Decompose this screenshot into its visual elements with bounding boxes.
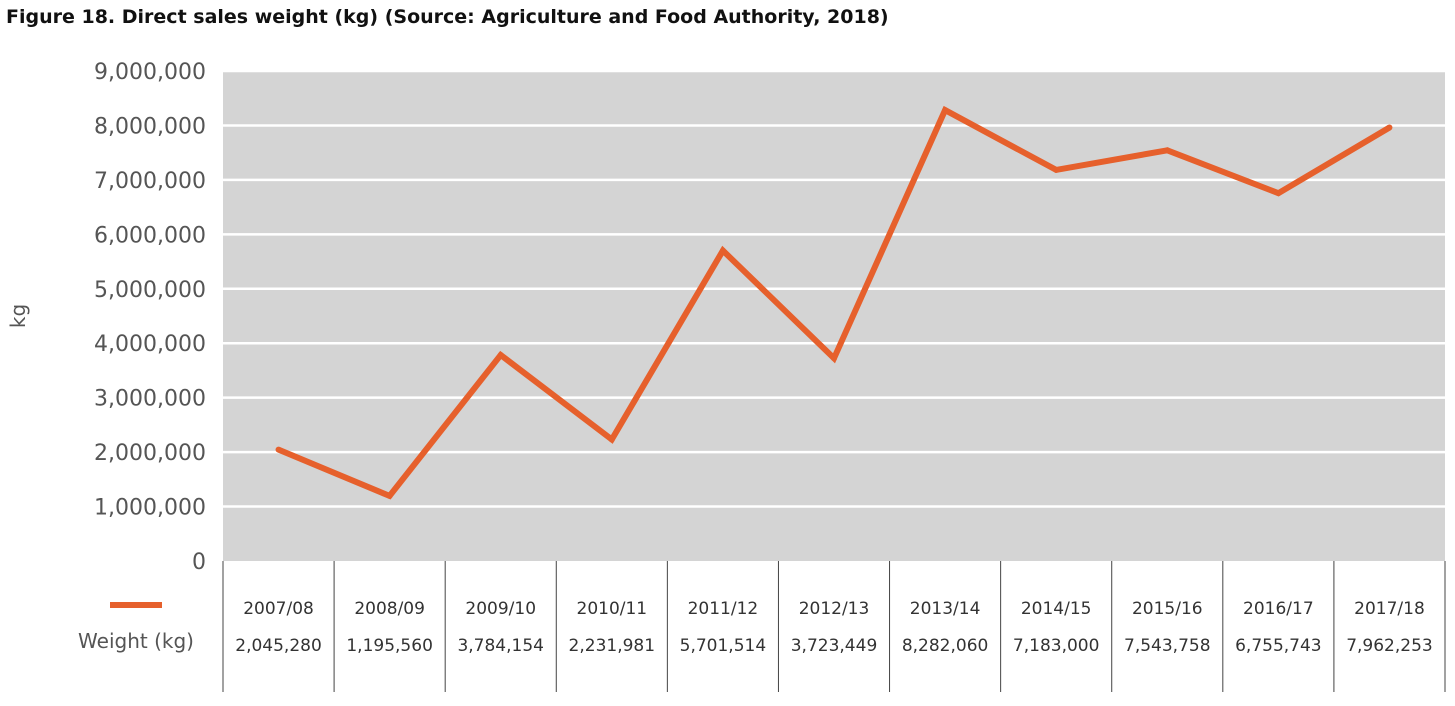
x-tick-label: 2009/10: [465, 599, 536, 619]
y-axis-label: kg: [6, 304, 30, 328]
data-label: 3,784,154: [457, 636, 544, 656]
data-label: 6,755,743: [1235, 636, 1322, 656]
data-label: 7,543,758: [1124, 636, 1211, 656]
data-point: [942, 107, 949, 114]
y-tick-label: 3,000,000: [94, 387, 206, 412]
data-label: 1,195,560: [346, 636, 433, 656]
data-table: 2007/08 2,045,280 2008/09 1,195,560 2009/10 3…: [222, 561, 1446, 692]
y-axis-tick-labels: 0 1,000,000 2,000,000 3,000,000 4,000,000 5,0…: [94, 60, 206, 575]
x-tick-label: 2013/14: [910, 599, 981, 619]
data-label: 2,231,981: [569, 636, 656, 656]
data-point: [1053, 166, 1060, 173]
data-point: [497, 351, 504, 358]
chart-title: Figure 18. Direct sales weight (kg) (Sou…: [6, 6, 889, 28]
y-tick-label: 2,000,000: [94, 441, 206, 466]
y-tick-label: 4,000,000: [94, 332, 206, 357]
y-tick-label: 8,000,000: [94, 114, 206, 139]
data-label: 8,282,060: [902, 636, 989, 656]
data-point: [1386, 124, 1393, 131]
y-tick-label: 6,000,000: [94, 223, 206, 248]
data-label: 5,701,514: [680, 636, 767, 656]
data-point: [831, 355, 837, 362]
data-point: [608, 436, 615, 443]
x-tick-label: 2011/12: [688, 599, 759, 619]
data-point: [1164, 147, 1171, 154]
y-tick-label: 5,000,000: [94, 278, 206, 303]
data-point: [275, 446, 282, 453]
x-tick-label: 2012/13: [799, 599, 870, 619]
legend-label: Weight (kg): [78, 629, 194, 653]
y-tick-label: 9,000,000: [94, 60, 206, 85]
data-point: [1275, 190, 1282, 197]
data-label: 7,962,253: [1346, 636, 1433, 656]
x-tick-label: 2007/08: [243, 599, 314, 619]
series-points: [275, 107, 1393, 499]
x-tick-label: 2008/09: [354, 599, 425, 619]
y-tick-label: 7,000,000: [94, 169, 206, 194]
y-tick-label: 1,000,000: [94, 496, 206, 521]
x-tick-label: 2016/17: [1243, 599, 1314, 619]
plot-background: [223, 71, 1445, 561]
x-tick-label: 2010/11: [577, 599, 648, 619]
data-label: 3,723,449: [791, 636, 878, 656]
x-tick-label: 2017/18: [1354, 599, 1425, 619]
x-tick-label: 2015/16: [1132, 599, 1203, 619]
data-point: [386, 492, 393, 499]
data-label: 2,045,280: [235, 636, 322, 656]
y-tick-label: 0: [192, 550, 206, 575]
x-tick-label: 2014/15: [1021, 599, 1092, 619]
data-label: 7,183,000: [1013, 636, 1100, 656]
data-point: [719, 247, 726, 254]
